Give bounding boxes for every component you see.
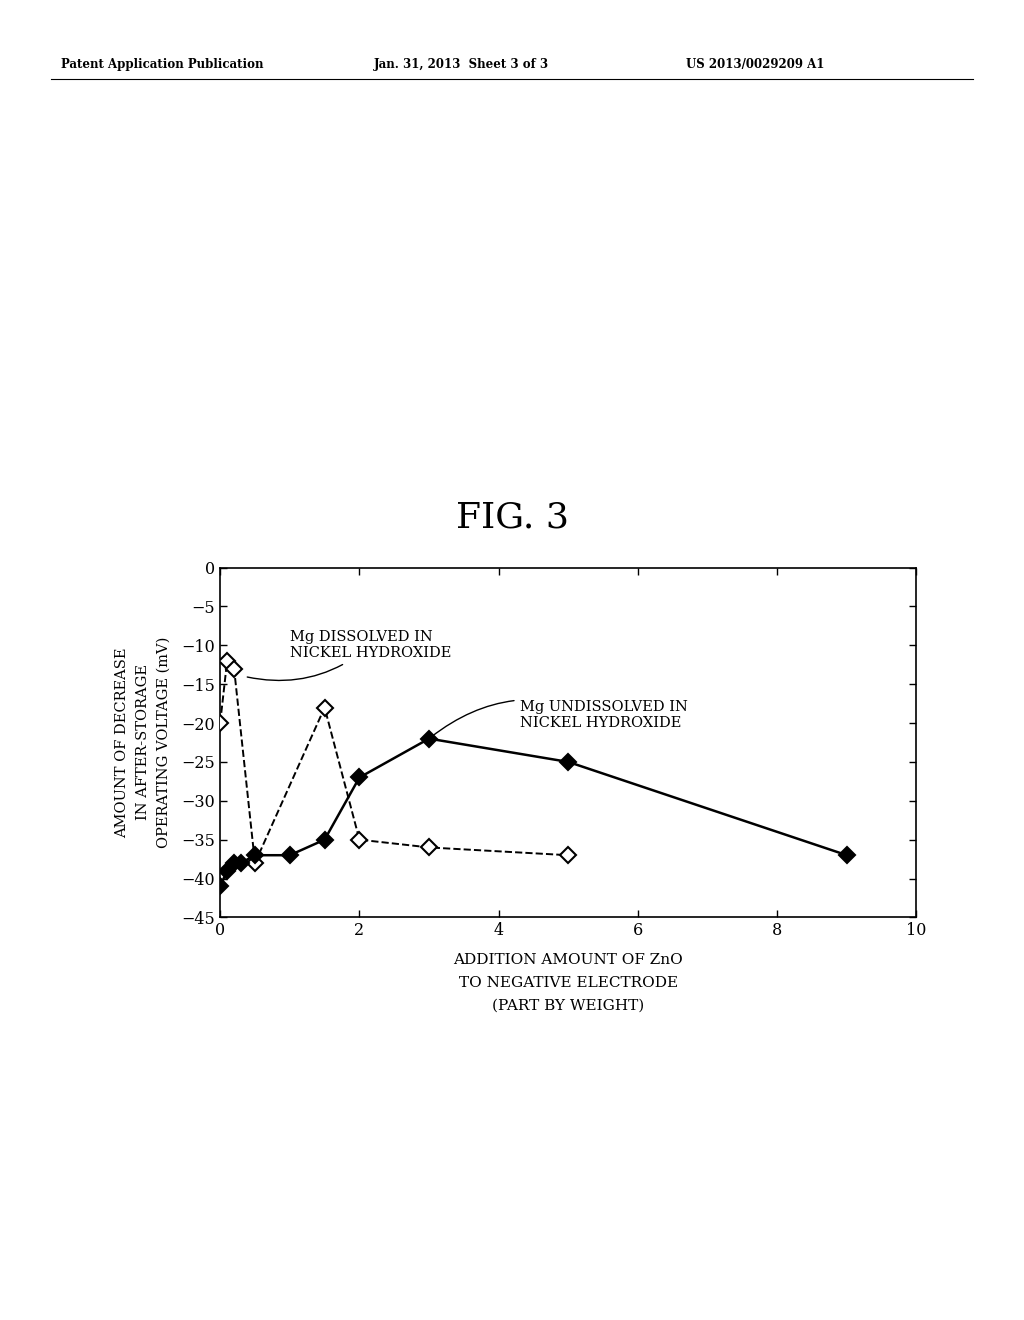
Text: Mg DISSOLVED IN
NICKEL HYDROXIDE: Mg DISSOLVED IN NICKEL HYDROXIDE <box>247 630 452 681</box>
Y-axis label: AMOUNT OF DECREASE
IN AFTER-STORAGE
OPERATING VOLTAGE (mV): AMOUNT OF DECREASE IN AFTER-STORAGE OPER… <box>115 636 170 849</box>
Text: FIG. 3: FIG. 3 <box>456 500 568 535</box>
Text: Mg UNDISSOLVED IN
NICKEL HYDROXIDE: Mg UNDISSOLVED IN NICKEL HYDROXIDE <box>431 700 687 737</box>
Text: Jan. 31, 2013  Sheet 3 of 3: Jan. 31, 2013 Sheet 3 of 3 <box>374 58 549 71</box>
Text: Patent Application Publication: Patent Application Publication <box>61 58 264 71</box>
X-axis label: ADDITION AMOUNT OF ZnO
TO NEGATIVE ELECTRODE
(PART BY WEIGHT): ADDITION AMOUNT OF ZnO TO NEGATIVE ELECT… <box>454 953 683 1012</box>
Text: US 2013/0029209 A1: US 2013/0029209 A1 <box>686 58 824 71</box>
